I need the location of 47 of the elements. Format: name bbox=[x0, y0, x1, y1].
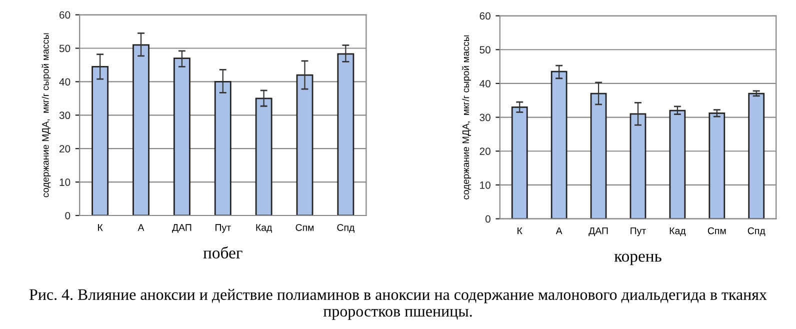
bar bbox=[630, 113, 646, 219]
bar bbox=[511, 106, 528, 219]
x-tick-label: Кад bbox=[256, 224, 272, 233]
x-tick-label: А bbox=[138, 224, 144, 231]
bar bbox=[337, 53, 354, 216]
y-tick-label: 40 bbox=[59, 78, 70, 86]
y-tick-label: 40 bbox=[480, 80, 490, 88]
y-tick-label: 50 bbox=[480, 46, 490, 54]
bar bbox=[92, 66, 109, 216]
x-tick-label: К bbox=[98, 224, 103, 231]
y-tick-label: 20 bbox=[60, 145, 70, 152]
text: Рис. 4. Влияние аноксии и действие полиаминов в аноксии на содержание малонового диальдегида в тканях проростков пшеницы. bbox=[29, 288, 767, 320]
bar bbox=[590, 92, 607, 219]
y-tick-label: 10 bbox=[480, 181, 490, 189]
y-axis-title: содержание МДА, мкг/г сырой массы bbox=[462, 35, 471, 200]
bar bbox=[669, 110, 686, 219]
y-tick-label: 0 bbox=[485, 215, 490, 223]
x-tick-label: ДАП bbox=[172, 224, 192, 233]
y-tick-label: 0 bbox=[65, 212, 70, 220]
y-tick-label: 10 bbox=[60, 178, 70, 186]
bar bbox=[255, 98, 272, 216]
y-tick-label: 50 bbox=[59, 44, 70, 52]
x-tick-label: Спм bbox=[296, 224, 314, 231]
x-tick-label: А bbox=[556, 227, 562, 234]
x-tick-label: Спд bbox=[337, 224, 355, 233]
x-tick-label: Пут bbox=[216, 224, 231, 233]
x-tick-label: Пут bbox=[630, 227, 646, 236]
x-tick-label: Спд bbox=[748, 227, 766, 236]
y-axis-title: содержание МДА, мкг/г сырой массы bbox=[42, 33, 51, 198]
bar bbox=[173, 58, 190, 216]
x-tick-label: Спм bbox=[708, 227, 726, 234]
bar bbox=[550, 70, 568, 219]
bar bbox=[748, 92, 765, 219]
y-tick-label: 60 bbox=[60, 11, 70, 19]
bar bbox=[214, 81, 232, 216]
bar bbox=[296, 74, 314, 216]
x-axis-title: побег bbox=[203, 246, 242, 259]
y-tick-label: 30 bbox=[480, 114, 490, 122]
x-tick-label: ДАП bbox=[588, 227, 608, 236]
bar bbox=[708, 112, 726, 219]
y-tick-label: 30 bbox=[59, 112, 70, 120]
bar bbox=[132, 44, 150, 216]
x-axis-title: корень bbox=[614, 254, 662, 266]
x-tick-label: К bbox=[518, 227, 522, 234]
y-tick-label: 20 bbox=[480, 148, 490, 155]
y-tick-label: 60 bbox=[480, 12, 490, 20]
x-tick-label: Кад bbox=[670, 227, 686, 236]
